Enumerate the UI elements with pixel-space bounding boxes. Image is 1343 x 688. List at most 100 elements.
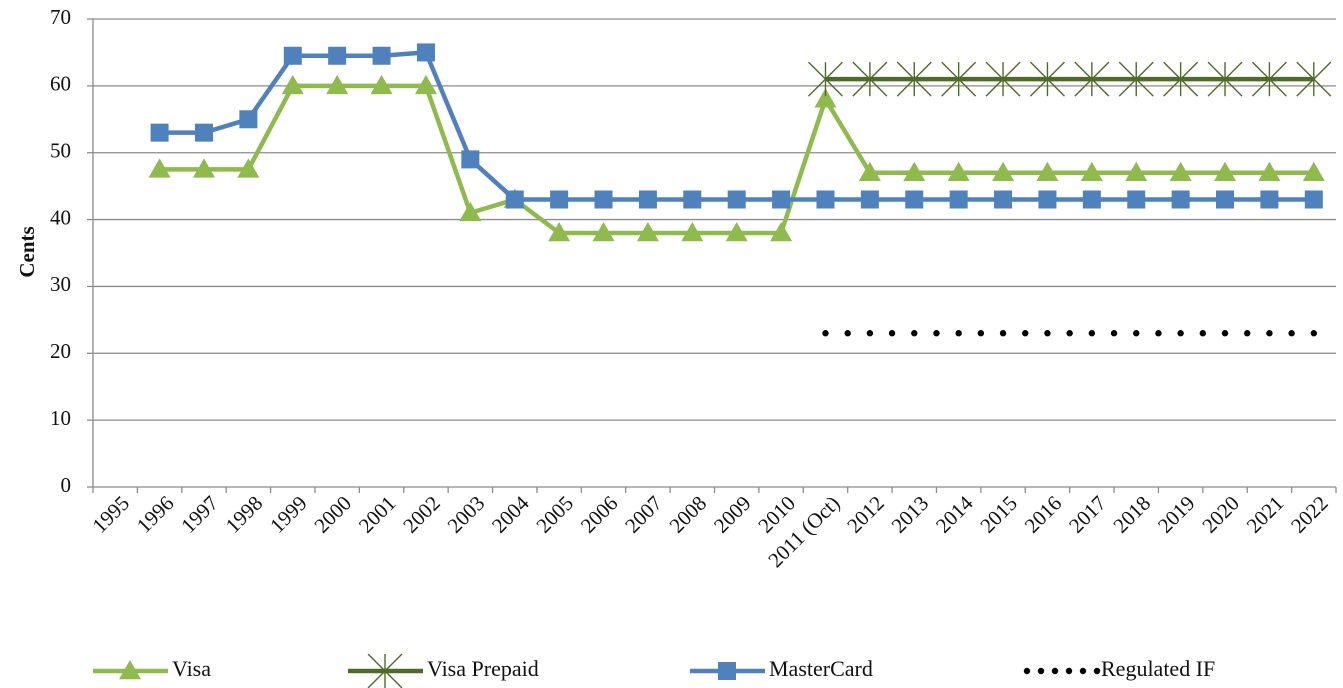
- data-point: [1036, 161, 1059, 182]
- y-tick-label: 0: [61, 473, 72, 497]
- legend-swatch-marker: [367, 653, 403, 688]
- data-point: [326, 74, 349, 95]
- data-point: [459, 201, 482, 222]
- data-point: [814, 88, 837, 108]
- legend-label: Regulated IF: [1101, 656, 1215, 681]
- y-tick-label: 20: [50, 339, 71, 363]
- data-point: [683, 190, 702, 209]
- x-tick-label: 2002: [398, 491, 445, 538]
- x-tick-label: 2007: [620, 491, 667, 538]
- data-point: [505, 190, 524, 209]
- data-point: [461, 150, 480, 169]
- legend-swatch-dot: [1079, 667, 1087, 675]
- data-point: [1171, 190, 1190, 209]
- data-point: [1260, 190, 1279, 209]
- data-point: [1044, 330, 1051, 337]
- x-tick-label: 2014: [931, 491, 978, 538]
- legend-swatch-marker: [119, 660, 141, 680]
- x-tick-label: 2004: [487, 491, 534, 538]
- x-tick-label: 2008: [665, 491, 712, 538]
- x-tick-label: 2018: [1109, 491, 1156, 538]
- data-point: [638, 190, 657, 209]
- data-point: [1133, 330, 1140, 337]
- legend-label: Visa: [172, 656, 211, 681]
- data-point: [949, 190, 968, 209]
- data-point: [955, 330, 962, 337]
- data-point: [985, 61, 1021, 97]
- data-point: [1074, 61, 1110, 97]
- data-point: [1118, 61, 1154, 97]
- x-tick-label: 1999: [265, 491, 312, 538]
- y-tick-label: 10: [50, 406, 71, 430]
- x-tick-label: 2006: [576, 491, 623, 538]
- data-point: [1266, 330, 1273, 337]
- data-point: [148, 158, 171, 178]
- data-point: [194, 123, 213, 142]
- data-point: [727, 190, 746, 209]
- data-point: [372, 46, 391, 65]
- data-point: [896, 61, 932, 97]
- dot: [1244, 330, 1251, 337]
- dot: [1288, 330, 1295, 337]
- data-point: [858, 161, 881, 182]
- data-point: [681, 221, 704, 242]
- data-point: [1216, 190, 1235, 209]
- data-point: [866, 330, 874, 337]
- x-tick-label: 2020: [1197, 491, 1244, 538]
- data-point: [636, 221, 659, 242]
- data-point: [150, 123, 169, 142]
- x-tick-label: 2001: [354, 491, 401, 538]
- x-tick-label: 2022: [1286, 491, 1333, 538]
- dot: [1022, 330, 1029, 337]
- x-tick-label: 1997: [176, 491, 223, 538]
- legend: Visa Visa Prepaid MasterCard Regulated IF: [93, 653, 1215, 688]
- x-tick-label: 2015: [975, 491, 1022, 538]
- data-point: [1296, 61, 1332, 97]
- data-point: [1221, 330, 1229, 337]
- data-point: [1207, 61, 1243, 97]
- x-tick-label: 2017: [1064, 491, 1111, 538]
- y-tick-label: 50: [50, 139, 71, 163]
- data-point: [1310, 330, 1318, 337]
- x-tick-label: 2016: [1020, 491, 1067, 538]
- series-mastercard: [150, 43, 1323, 209]
- x-tick-label: 1996: [132, 491, 179, 538]
- dot: [1155, 330, 1162, 337]
- data-point: [192, 158, 215, 178]
- data-point: [772, 190, 791, 209]
- data-point: [1080, 161, 1103, 182]
- data-point: [1177, 330, 1184, 337]
- data-point: [594, 190, 613, 209]
- x-tick-label: 2009: [709, 491, 756, 538]
- data-point: [416, 43, 435, 62]
- data-point: [592, 221, 615, 242]
- legend-label: MasterCard: [769, 656, 873, 681]
- legend-swatch-dot: [1065, 667, 1073, 675]
- data-point: [807, 61, 843, 97]
- data-point: [1127, 190, 1146, 209]
- legend-swatch-dot: [1037, 667, 1045, 675]
- data-point: [1251, 61, 1287, 97]
- data-point: [911, 330, 918, 337]
- dot: [1110, 330, 1118, 337]
- data-point: [1029, 61, 1065, 97]
- data-point: [239, 110, 258, 129]
- y-axis-title: Cents: [15, 226, 39, 277]
- data-point: [1125, 161, 1148, 182]
- data-point: [548, 221, 571, 242]
- dot: [933, 330, 940, 337]
- legend-swatch-dot: [1093, 667, 1101, 675]
- data-point: [328, 46, 347, 65]
- data-point: [414, 74, 437, 95]
- series-layer: [148, 43, 1332, 337]
- dot: [844, 330, 851, 337]
- legend-item: Visa: [93, 656, 211, 681]
- data-point: [1038, 190, 1057, 209]
- dot: [1199, 330, 1207, 337]
- series-visa-prepaid: [807, 61, 1332, 97]
- x-tick-label: 2003: [443, 491, 490, 538]
- data-point: [905, 190, 924, 209]
- y-tick-label: 30: [50, 272, 71, 296]
